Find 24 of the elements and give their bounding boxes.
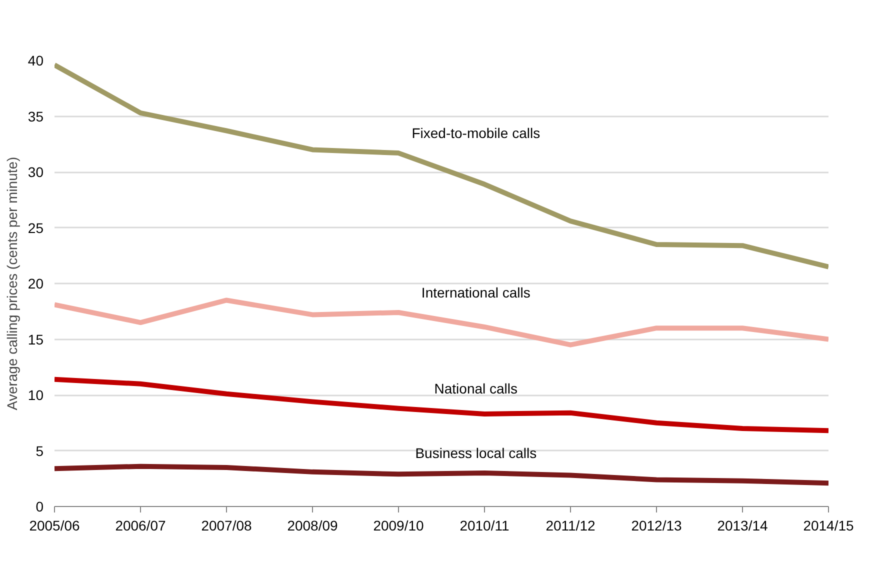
y-tick-label: 20 xyxy=(28,276,44,292)
x-tick-label: 2005/06 xyxy=(29,518,80,534)
series-label: Business local calls xyxy=(415,445,537,462)
x-tick-label: 2014/15 xyxy=(803,518,854,534)
x-tick-label: 2010/11 xyxy=(460,518,510,534)
y-tick-label: 25 xyxy=(28,220,44,236)
series-label: International calls xyxy=(421,284,530,300)
y-tick-label: 40 xyxy=(28,52,44,68)
y-tick-label: 30 xyxy=(28,164,44,180)
y-tick-label: 15 xyxy=(28,331,44,348)
series-label: National calls xyxy=(434,380,518,396)
y-tick-label: 0 xyxy=(36,498,44,514)
x-tick-label: 2011/12 xyxy=(546,518,596,534)
y-tick-label: 35 xyxy=(28,108,44,124)
x-tick-label: 2009/10 xyxy=(373,518,424,534)
x-tick-label: 2006/07 xyxy=(115,518,166,534)
series-label: Fixed-to-mobile calls xyxy=(412,125,540,142)
x-tick-label: 2012/13 xyxy=(631,518,682,534)
x-tick-label: 2007/08 xyxy=(201,518,252,534)
y-tick-label: 5 xyxy=(36,442,44,459)
x-tick-label: 2008/09 xyxy=(287,518,338,534)
y-tick-label: 10 xyxy=(28,387,44,403)
x-tick-label: 2013/14 xyxy=(717,518,768,534)
y-axis-title: Average calling prices (cents per minute) xyxy=(4,156,20,410)
